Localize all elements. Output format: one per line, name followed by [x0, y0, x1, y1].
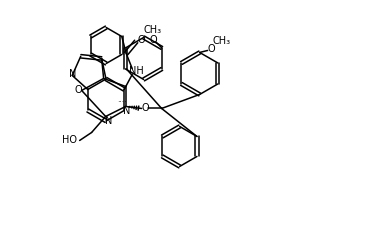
Text: NH: NH — [129, 67, 144, 77]
Text: O: O — [137, 35, 145, 45]
Text: ····: ···· — [117, 98, 127, 107]
Text: O: O — [142, 104, 149, 113]
Text: N: N — [69, 69, 76, 79]
Text: N: N — [124, 105, 131, 115]
Text: O: O — [208, 44, 215, 54]
Text: CH₃: CH₃ — [213, 36, 231, 46]
Text: O: O — [75, 86, 82, 95]
Text: CH₃: CH₃ — [144, 25, 162, 35]
Text: HO: HO — [62, 135, 77, 146]
Text: N: N — [105, 116, 113, 126]
Text: O: O — [149, 35, 156, 45]
